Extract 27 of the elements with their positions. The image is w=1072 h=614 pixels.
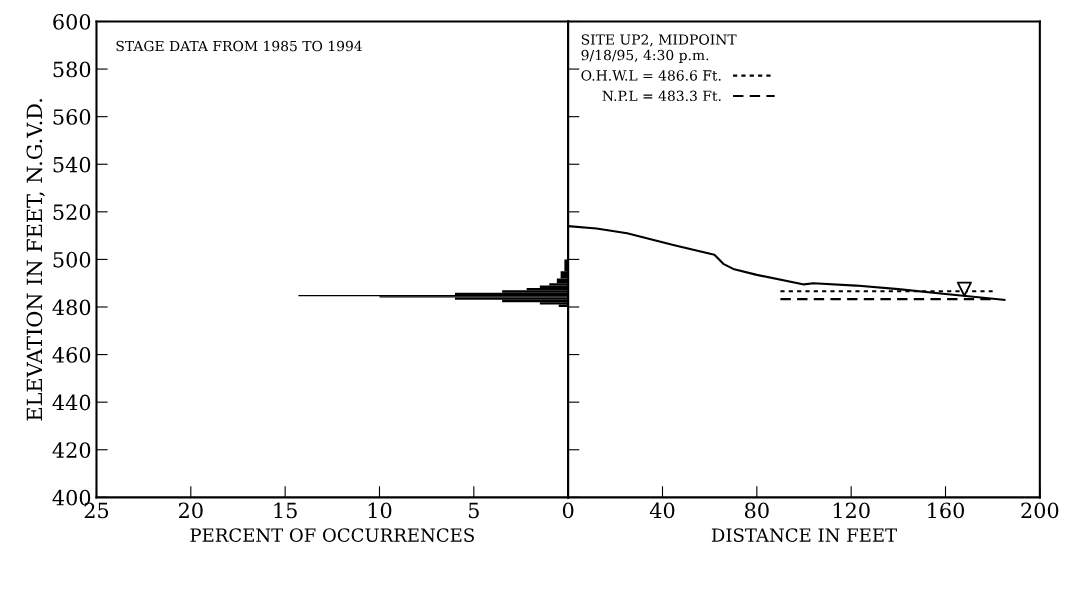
x-tick-label: 160 (928, 502, 964, 519)
x-tick-label: 0 (562, 502, 574, 519)
x-tick-label: 15 (274, 502, 297, 519)
x-tick-label: 200 (1021, 502, 1059, 519)
legend-label: O.H.W.L = 486.6 Ft. (581, 70, 721, 81)
y-tick-label: 500 (53, 251, 91, 268)
x-tick-label: 120 (833, 502, 870, 519)
y-tick-label: 540 (53, 156, 91, 173)
y-tick-label: 420 (52, 442, 91, 458)
y-tick-label: 480 (52, 299, 91, 316)
y-tick-label: 580 (53, 61, 91, 78)
x-tick-label: 40 (649, 502, 675, 519)
y-tick-label: 520 (53, 204, 91, 221)
x-axis-title: DISTANCE IN FEET (711, 528, 897, 542)
x-tick-label: 80 (744, 502, 769, 519)
x-axis-title: PERCENT OF OCCURRENCES (190, 528, 474, 542)
x-tick-label: 5 (468, 502, 479, 519)
y-tick-label: 460 (52, 347, 91, 363)
x-tick-label: 20 (178, 502, 203, 519)
y-tick-label: 560 (53, 109, 91, 125)
x-tick-label: 10 (368, 502, 392, 519)
annotation: STAGE DATA FROM 1985 TO 1994 (116, 40, 362, 52)
y-tick-label: 600 (53, 13, 91, 30)
y-axis-title: ELEVATION IN FEET, N.G.V.D. (26, 99, 45, 421)
legend-label: N.P.L = 483.3 Ft. (602, 90, 721, 102)
legend-title: SITE UP2, MIDPOINT 9/18/95, 4:30 p.m. (581, 34, 737, 63)
y-tick-label: 440 (52, 394, 91, 411)
